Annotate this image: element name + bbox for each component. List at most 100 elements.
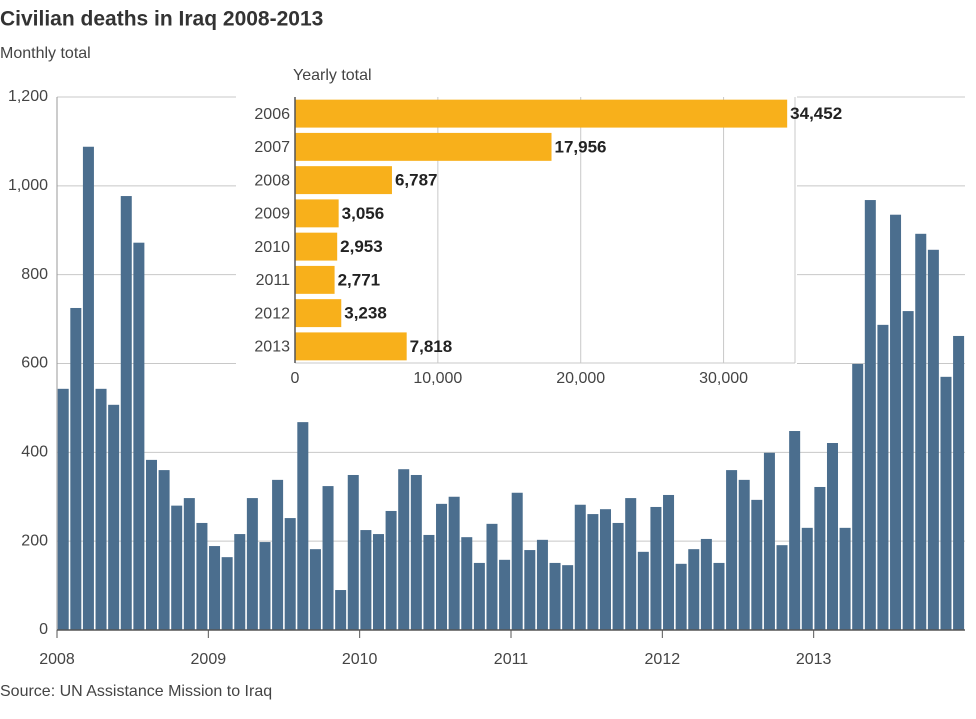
bar: [70, 307, 82, 630]
bar: [675, 563, 687, 630]
bar: [209, 546, 221, 630]
x-tick-label: 10,000: [413, 370, 462, 387]
bar: [295, 132, 552, 161]
bar: [738, 479, 750, 630]
x-tick-label: 20,000: [556, 370, 605, 387]
bar: [372, 534, 384, 630]
x-tick-label: 2009: [191, 651, 227, 668]
bar: [360, 530, 372, 630]
inset-title: Yearly total: [293, 67, 372, 84]
bar: [309, 549, 321, 630]
bar: [295, 99, 788, 128]
bar: [726, 470, 738, 630]
bar: [953, 335, 965, 630]
bar: [95, 388, 107, 630]
bar: [574, 504, 586, 630]
x-tick-label: 2008: [39, 651, 75, 668]
x-tick-label: 2013: [796, 651, 832, 668]
bar: [536, 539, 548, 630]
bar: [297, 422, 309, 630]
bar: [499, 559, 511, 630]
bar: [322, 486, 334, 630]
y-tick-label: 2006: [254, 106, 290, 123]
bar: [826, 443, 838, 630]
bar: [902, 311, 914, 630]
bar: [839, 527, 851, 630]
value-label: 6,787: [395, 171, 438, 190]
bar: [259, 542, 271, 630]
bar: [663, 494, 675, 630]
bar: [108, 404, 120, 630]
bar: [625, 498, 637, 630]
bar: [688, 549, 700, 630]
bar: [461, 537, 473, 630]
bar: [524, 550, 536, 630]
y-tick-label: 800: [21, 266, 48, 283]
y-tick-label: 1,200: [8, 88, 48, 105]
y-tick-label: 400: [21, 444, 48, 461]
bar: [650, 506, 662, 630]
bar: [713, 562, 725, 630]
value-label: 34,452: [790, 104, 842, 123]
bar: [183, 498, 195, 630]
bar: [915, 233, 927, 630]
bar: [751, 499, 763, 630]
bar: [776, 545, 788, 630]
value-label: 3,238: [344, 304, 387, 323]
bar: [789, 431, 801, 630]
bar: [852, 363, 864, 630]
y-tick-label: 2012: [254, 305, 290, 322]
chart-title: Civilian deaths in Iraq 2008-2013: [0, 8, 323, 31]
bar: [877, 324, 889, 630]
bar: [57, 388, 69, 630]
bar: [295, 299, 342, 328]
x-tick-label: 2011: [494, 651, 529, 668]
bar: [347, 474, 359, 630]
bar: [890, 214, 902, 630]
bar: [295, 166, 392, 195]
y-tick-label: 200: [21, 532, 48, 549]
bar: [295, 332, 407, 361]
y-tick-label: 600: [21, 355, 48, 372]
value-label: 7,818: [410, 337, 453, 356]
bar: [940, 376, 952, 630]
bar: [196, 522, 208, 630]
chart-subtitle: Monthly total: [0, 45, 91, 62]
bar: [295, 232, 338, 261]
bar: [398, 469, 410, 630]
y-tick-label: 2011: [256, 272, 291, 289]
y-tick-label: 2009: [254, 206, 290, 223]
bar: [82, 146, 94, 630]
bar: [864, 200, 876, 630]
bar: [486, 523, 498, 630]
y-tick-label: 0: [39, 621, 48, 638]
bar: [700, 538, 712, 630]
bar: [221, 557, 233, 630]
bar: [171, 505, 183, 630]
bar: [410, 474, 422, 630]
bar: [436, 503, 448, 630]
x-tick-label: 2010: [342, 651, 378, 668]
bar: [385, 510, 397, 630]
y-tick-label: 1,000: [8, 177, 48, 194]
bar: [587, 514, 599, 630]
bar: [549, 562, 561, 630]
y-tick-label: 2010: [254, 239, 290, 256]
x-tick-label: 0: [291, 370, 300, 387]
bar: [562, 565, 574, 630]
bar: [335, 590, 347, 630]
bar: [145, 459, 157, 630]
bar: [473, 562, 485, 630]
bar: [234, 534, 246, 630]
bar: [295, 265, 335, 294]
source: Source: UN Assistance Mission to Iraq: [0, 683, 272, 700]
bar: [637, 551, 649, 630]
y-tick-label: 2007: [254, 139, 290, 156]
bar: [133, 242, 145, 631]
bar: [284, 518, 296, 630]
bar: [246, 498, 258, 630]
bar: [448, 496, 460, 630]
bar: [120, 196, 132, 630]
bar: [295, 199, 339, 228]
